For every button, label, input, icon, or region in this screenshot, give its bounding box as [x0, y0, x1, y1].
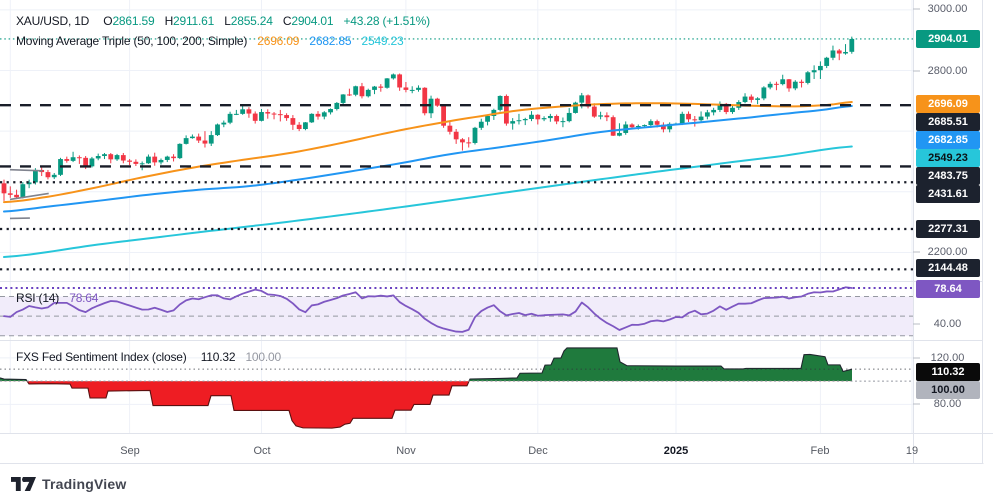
- close-label: C: [282, 14, 292, 28]
- candles-up: [20, 36, 855, 199]
- fed-area-positive: [0, 347, 852, 382]
- gridlines: [0, 0, 913, 433]
- open-label: O: [103, 14, 113, 28]
- low-value: 2855.24: [230, 14, 273, 28]
- price-axis-label: 80.00: [933, 398, 962, 410]
- time-axis-label: 2025: [663, 445, 689, 457]
- ma100-value: 2682.85: [309, 34, 352, 48]
- time-axis-label: Nov: [396, 445, 416, 457]
- time-axis-label: 19: [905, 445, 919, 457]
- ma-title: Moving Average Triple (50, 100, 200, Sim…: [16, 34, 248, 48]
- tradingview-logo-text: TradingView: [42, 476, 127, 492]
- price-axis-label: 120.00: [930, 352, 965, 364]
- rsi-indicator-legend[interactable]: RSI (14) 78.64: [16, 291, 98, 305]
- price-axis-label: 2200.00: [927, 246, 968, 258]
- price-axis-label: 3000.00: [927, 3, 968, 15]
- price-axis-badge: 100.00: [916, 381, 980, 399]
- ma50-value: 2696.09: [257, 34, 300, 48]
- tradingview-logo[interactable]: TradingView: [11, 476, 126, 492]
- open-value: 2861.59: [112, 14, 155, 28]
- fed-title: FXS Fed Sentiment Index (close): [16, 350, 187, 364]
- time-axis-label: Feb: [810, 445, 830, 457]
- price-axis-badge: 2549.23: [916, 149, 980, 167]
- fed-value: 110.32: [200, 350, 236, 364]
- ma200-value: 2549.23: [361, 34, 404, 48]
- time-axis-label: Oct: [253, 445, 271, 457]
- rsi-line: [3, 286, 853, 333]
- price-axis-label: 2800.00: [927, 65, 968, 77]
- close-value: 2904.01: [291, 14, 334, 28]
- low-label: L: [224, 14, 231, 28]
- price-axis-badge: 2483.75: [916, 167, 980, 185]
- time-axis-label: Sep: [120, 445, 140, 457]
- price-axis-badge: 78.64: [916, 280, 980, 298]
- tradingview-logo-icon: [11, 477, 36, 491]
- price-axis-label: 40.00: [933, 318, 962, 330]
- price-axis-badge: 110.32: [916, 363, 980, 381]
- change-value: +43.28 (+1.51%): [343, 14, 430, 28]
- price-axis-badge: 2904.01: [916, 30, 980, 48]
- price-axis-badge: 2144.48: [916, 259, 980, 277]
- rsi-value: 78.64: [69, 291, 99, 305]
- sma100-line: [3, 105, 853, 213]
- high-label: H: [164, 14, 174, 28]
- fed-area-negative: [27, 381, 470, 429]
- price-axis-badge: 2696.09: [916, 95, 980, 113]
- symbol-legend[interactable]: XAU/USD, 1D O2861.59 H2911.61 L2855.24 C…: [16, 14, 430, 28]
- sma50-line: [3, 101, 853, 204]
- price-axis-badge: 2682.85: [916, 131, 980, 149]
- price-axis-badge: 2431.61: [916, 185, 980, 203]
- trendline-drawing[interactable]: [9, 192, 49, 201]
- rsi-title: RSI (14): [16, 291, 60, 305]
- time-axis-label: Dec: [528, 445, 548, 457]
- price-axis-badge: 2685.51: [916, 113, 980, 131]
- symbol-title: XAU/USD, 1D: [16, 14, 90, 28]
- ma-indicator-legend[interactable]: Moving Average Triple (50, 100, 200, Sim…: [16, 34, 404, 48]
- price-axis-badge: 2277.31: [916, 220, 980, 238]
- fed-sentiment-legend[interactable]: FXS Fed Sentiment Index (close) 110.32 1…: [16, 350, 281, 364]
- trendline-drawing[interactable]: [9, 168, 43, 172]
- sma200-line: [3, 145, 853, 259]
- candles-down: [1, 48, 842, 201]
- fed-baseline-value: 100.00: [245, 350, 281, 364]
- high-value: 2911.61: [173, 14, 215, 28]
